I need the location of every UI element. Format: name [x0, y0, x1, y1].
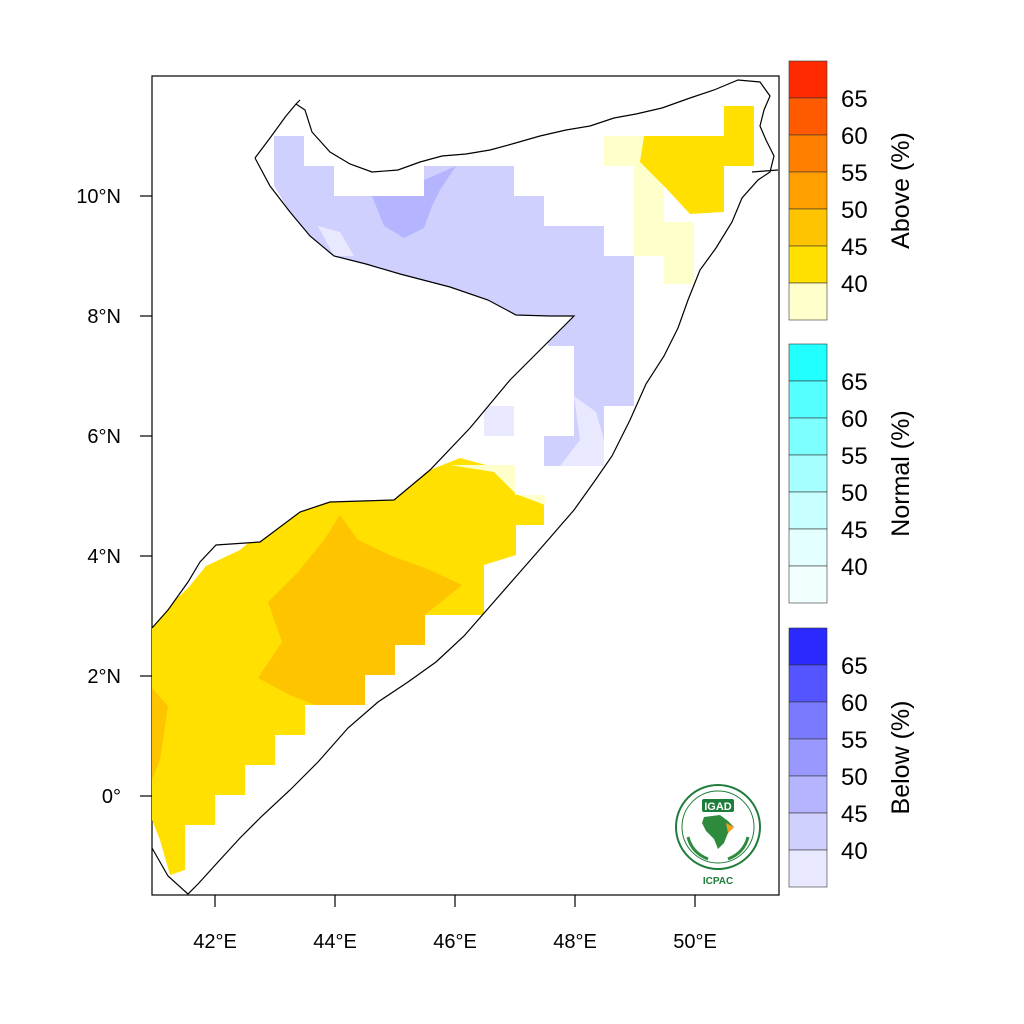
colorbar-level-label: 50 — [841, 764, 868, 791]
above-low-region-east — [604, 136, 694, 284]
colorbar-swatch — [788, 282, 828, 321]
colorbar-level-label: 45 — [841, 801, 868, 828]
colorbar-level-label: 50 — [841, 197, 868, 224]
colorbar-level-label: 40 — [841, 554, 868, 581]
colorbar-level-label: 45 — [841, 517, 868, 544]
colorbar-title: Above (%) — [887, 132, 915, 249]
colorbar-level-label: 60 — [841, 123, 868, 150]
colorbar-level-label: 55 — [841, 443, 868, 470]
y-tick-label: 2°N — [87, 666, 121, 688]
colorbar-swatch — [788, 343, 828, 382]
colorbar-swatch — [788, 491, 828, 530]
x-tick-label: 50°E — [673, 931, 717, 953]
colorbar-swatch — [788, 97, 828, 136]
colorbar-3: 65 60 55 50 45 40 Below (%) — [788, 627, 915, 888]
logo-subtitle: ICPAC — [703, 876, 733, 887]
below-low-region-a — [484, 406, 514, 436]
colorbar-title: Below (%) — [887, 701, 915, 815]
colorbar-swatch — [788, 701, 828, 740]
colorbar-swatch — [788, 380, 828, 419]
colorbar-swatch — [788, 60, 828, 99]
colorbar-swatch — [788, 417, 828, 456]
x-tick-label: 42°E — [193, 931, 237, 953]
colorbar-swatch — [788, 245, 828, 284]
y-tick-label: 4°N — [87, 546, 121, 568]
below-low-region-c — [318, 226, 354, 256]
colorbar-2: 65 60 55 50 45 40 Normal (%) — [788, 343, 915, 604]
y-tick-label: 6°N — [87, 426, 121, 448]
colorbar-level-label: 55 — [841, 160, 868, 187]
colorbar-level-label: 55 — [841, 727, 868, 754]
below-45-region — [372, 166, 456, 238]
colorbar-level-label: 40 — [841, 271, 868, 298]
x-tick-label: 44°E — [313, 931, 357, 953]
colorbar-title: Normal (%) — [887, 410, 915, 536]
africa-map-icon — [702, 815, 734, 849]
colorbar-level-label: 60 — [841, 406, 868, 433]
colorbar-swatch — [788, 454, 828, 493]
above-40-region-east — [640, 106, 754, 214]
y-tick-label: 8°N — [87, 306, 121, 328]
igad-icpac-logo: IGAD ICPAC — [675, 784, 761, 887]
colorbar-swatch — [788, 812, 828, 851]
y-tick-label: 0° — [102, 786, 121, 808]
x-axis: 42°E 44°E 46°E 48°E 50°E — [193, 895, 717, 953]
above-45-region — [258, 515, 462, 705]
y-axis: 10°N 8°N 6°N 4°N 2°N 0° — [76, 186, 152, 808]
below-low-region-b — [560, 396, 604, 466]
legend-colorbars: 65 60 55 50 45 40 Above (%) 65 60 55 50 45 40 Normal … — [788, 60, 915, 888]
colorbar-level-label: 60 — [841, 690, 868, 717]
colorbar-swatch — [788, 664, 828, 703]
forecast-shading — [152, 106, 754, 875]
colorbar-swatch — [788, 849, 828, 888]
colorbar-swatch — [788, 565, 828, 604]
logo-name: IGAD — [704, 801, 732, 813]
colorbar-level-label: 40 — [841, 838, 868, 865]
colorbar-swatch — [788, 134, 828, 173]
above-low-region-south — [450, 465, 545, 505]
country-outline — [151, 79, 779, 895]
colorbar-swatch — [788, 171, 828, 210]
x-tick-label: 46°E — [433, 931, 477, 953]
colorbar-level-label: 45 — [841, 234, 868, 261]
colorbar-level-label: 65 — [841, 369, 868, 396]
above-45-region-edge — [152, 688, 168, 780]
colorbar-level-label: 50 — [841, 480, 868, 507]
colorbar-swatch — [788, 775, 828, 814]
colorbar-level-label: 65 — [841, 653, 868, 680]
y-tick-label: 10°N — [76, 186, 121, 208]
colorbar-level-label: 65 — [841, 86, 868, 113]
colorbar-swatch — [788, 528, 828, 567]
x-tick-label: 48°E — [553, 931, 597, 953]
colorbar-swatch — [788, 738, 828, 777]
laurel-icon — [686, 836, 750, 861]
colorbar-swatch — [788, 627, 828, 666]
below-40-region — [274, 136, 634, 466]
colorbar-swatch — [788, 208, 828, 247]
colorbar-1: 65 60 55 50 45 40 Above (%) — [788, 60, 915, 321]
